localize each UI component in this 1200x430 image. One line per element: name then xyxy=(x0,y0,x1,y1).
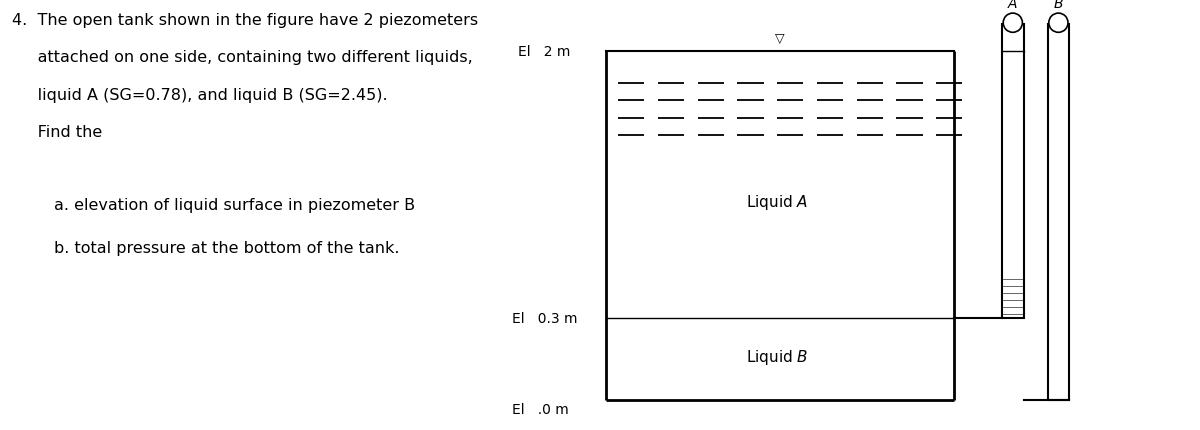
Text: 4.  The open tank shown in the figure have 2 piezometers: 4. The open tank shown in the figure hav… xyxy=(12,13,478,28)
Text: $B$: $B$ xyxy=(1054,0,1063,11)
Text: El   0.3 m: El 0.3 m xyxy=(512,311,578,325)
Text: El   2 m: El 2 m xyxy=(518,45,571,58)
Text: Liquid $B$: Liquid $B$ xyxy=(746,347,809,366)
Text: a. elevation of liquid surface in piezometer B: a. elevation of liquid surface in piezom… xyxy=(54,198,415,213)
Text: b. total pressure at the bottom of the tank.: b. total pressure at the bottom of the t… xyxy=(54,241,400,256)
Text: ▽: ▽ xyxy=(775,32,785,45)
Text: $A$: $A$ xyxy=(1007,0,1019,11)
Text: Liquid $A$: Liquid $A$ xyxy=(746,193,809,212)
Text: liquid A (SG=0.78), and liquid B (SG=2.45).: liquid A (SG=0.78), and liquid B (SG=2.4… xyxy=(12,88,388,103)
Text: Find the: Find the xyxy=(12,125,102,140)
Text: attached on one side, containing two different liquids,: attached on one side, containing two dif… xyxy=(12,50,473,65)
Text: El   .0 m: El .0 m xyxy=(512,402,569,416)
